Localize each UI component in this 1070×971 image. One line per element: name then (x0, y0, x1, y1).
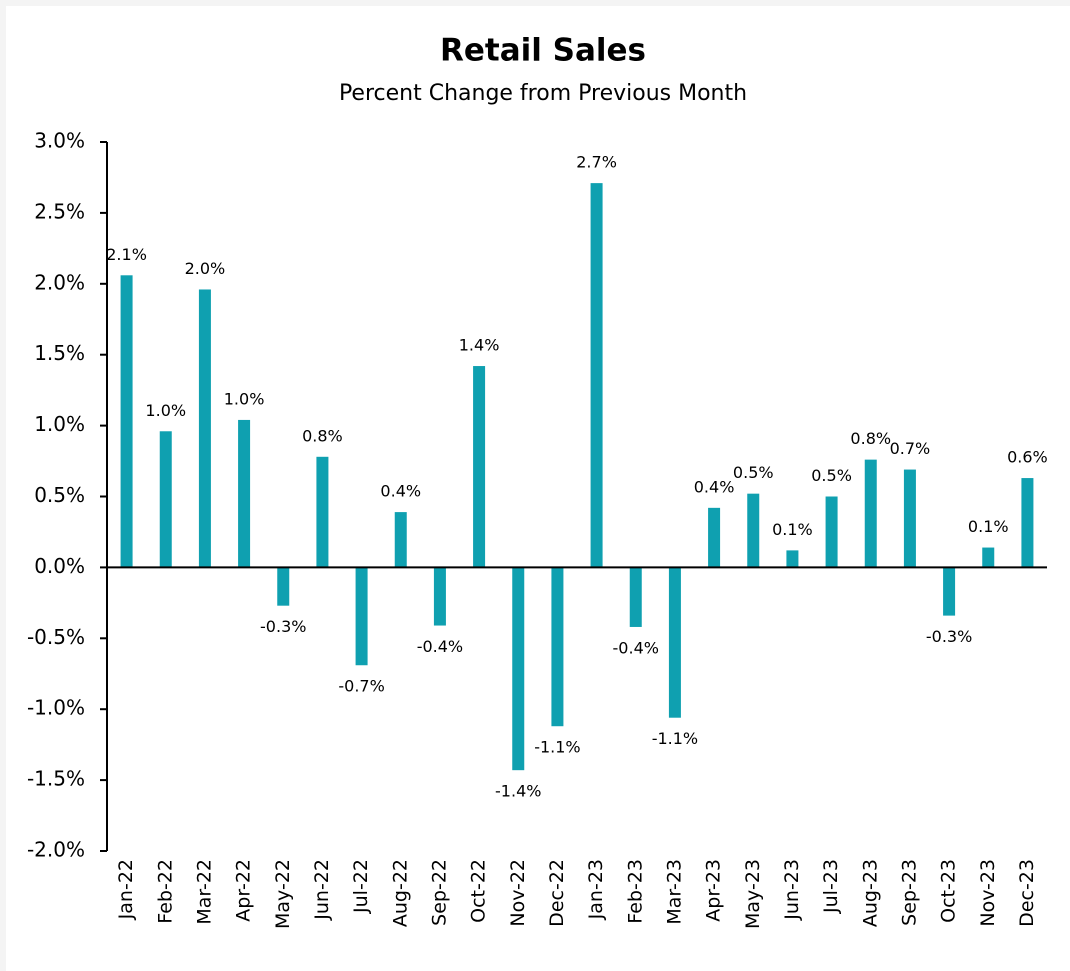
data-label: -0.4% (417, 637, 463, 656)
data-label: 2.7% (576, 153, 617, 172)
bar (943, 567, 956, 616)
bar (551, 567, 564, 727)
x-tick-label: Oct-22 (468, 859, 490, 923)
bar (903, 469, 916, 568)
bar (238, 419, 251, 568)
data-label: 1.4% (459, 336, 500, 355)
x-tick-label: Nov-23 (977, 859, 999, 927)
x-tick-label: Sep-23 (898, 859, 920, 926)
bar (747, 493, 760, 568)
x-tick-label: Jan-23 (585, 859, 607, 920)
data-label: 2.0% (185, 259, 226, 278)
x-tick-label: Feb-23 (624, 859, 646, 924)
x-tick-label: Jan-22 (115, 859, 137, 920)
bar (512, 567, 525, 771)
data-label: 0.6% (1007, 448, 1048, 467)
chart-title: Retail Sales (440, 33, 646, 69)
data-label: 0.8% (850, 429, 891, 448)
x-tick-label: Feb-22 (154, 859, 176, 924)
data-label: 1.0% (224, 389, 265, 408)
y-tick-label: -0.5% (27, 625, 85, 649)
data-label: 0.7% (890, 439, 931, 458)
x-tick-label: Mar-22 (193, 859, 215, 925)
data-label: -0.3% (926, 627, 972, 646)
x-tick-label: Dec-22 (546, 859, 568, 927)
bar (1021, 478, 1034, 568)
data-label: -1.1% (534, 738, 580, 757)
data-label: 0.5% (811, 466, 852, 485)
data-label: -1.1% (652, 729, 698, 748)
bar (708, 507, 721, 568)
data-label: 0.1% (968, 517, 1009, 536)
data-label: 0.5% (733, 463, 774, 482)
data-label: 0.4% (694, 477, 735, 496)
y-tick-label: 2.5% (34, 199, 85, 223)
bar (198, 289, 211, 568)
x-tick-label: Aug-22 (389, 859, 411, 927)
bar (316, 456, 329, 568)
y-tick-label: 0.0% (34, 554, 85, 578)
data-label: 0.4% (380, 482, 421, 501)
x-tick-label: Jun-23 (781, 859, 803, 921)
y-tick-label: -1.5% (27, 767, 85, 791)
x-tick-label: Aug-23 (859, 859, 881, 927)
data-label: 2.1% (106, 245, 147, 264)
x-tick-label: Oct-23 (938, 859, 960, 923)
bar (473, 366, 486, 568)
y-tick-label: 0.5% (34, 483, 85, 507)
bar (982, 547, 995, 568)
x-tick-label: Mar-23 (663, 859, 685, 925)
data-label: 0.1% (772, 520, 813, 539)
y-tick-label: -1.0% (27, 696, 85, 720)
bar (629, 567, 642, 627)
bar (120, 275, 133, 568)
data-label: -0.7% (338, 677, 384, 696)
x-tick-label: May-23 (742, 859, 764, 929)
data-label: -0.4% (613, 638, 659, 657)
x-tick-label: Apr-22 (233, 859, 255, 922)
data-label: -0.3% (260, 617, 306, 636)
bar (355, 567, 368, 666)
card (6, 6, 1070, 971)
data-label: -1.4% (495, 782, 541, 801)
x-tick-label: Nov-22 (507, 859, 529, 927)
bar (668, 567, 681, 718)
x-tick-label: Jul-23 (820, 859, 842, 914)
data-label: 0.8% (302, 426, 343, 445)
bar (433, 567, 446, 626)
bar (159, 431, 172, 568)
data-label: 1.0% (145, 401, 186, 420)
y-tick-label: 2.0% (34, 270, 85, 294)
bar (277, 567, 290, 606)
bar (786, 550, 799, 568)
bar (590, 183, 603, 568)
x-tick-label: Jul-22 (350, 859, 372, 914)
x-tick-label: Dec-23 (1016, 859, 1038, 927)
y-tick-label: 3.0% (34, 129, 85, 153)
x-tick-label: Sep-22 (428, 859, 450, 926)
x-tick-label: Apr-23 (703, 859, 725, 922)
bar (825, 496, 838, 568)
bar (864, 459, 877, 568)
bar (394, 512, 407, 568)
x-tick-label: May-22 (272, 859, 294, 929)
chart-subtitle: Percent Change from Previous Month (339, 81, 747, 106)
y-tick-label: 1.0% (34, 412, 85, 436)
y-tick-label: 1.5% (34, 341, 85, 365)
y-tick-label: -2.0% (27, 838, 85, 862)
x-tick-label: Jun-22 (311, 859, 333, 921)
